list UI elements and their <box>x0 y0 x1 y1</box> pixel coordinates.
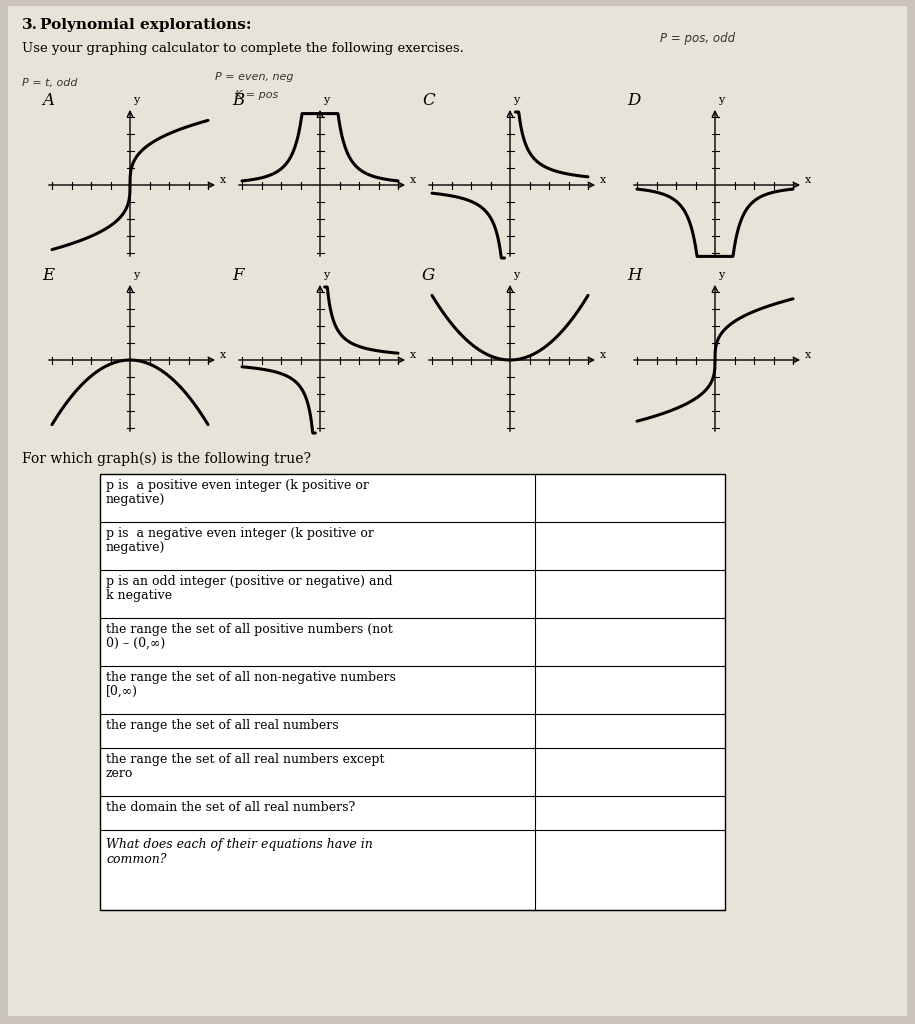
Text: For which graph(s) is the following true?: For which graph(s) is the following true… <box>22 452 311 466</box>
Text: x: x <box>220 350 226 360</box>
Text: What does each of their equations have in: What does each of their equations have i… <box>106 838 372 851</box>
Text: y: y <box>133 270 139 280</box>
Text: negative): negative) <box>106 493 166 506</box>
Text: E: E <box>42 267 54 284</box>
Bar <box>100 474 725 910</box>
Text: the range the set of all non-negative numbers: the range the set of all non-negative nu… <box>106 671 396 684</box>
Text: p is  a positive even integer (k positive or: p is a positive even integer (k positive… <box>106 479 369 492</box>
Text: Polynomial explorations:: Polynomial explorations: <box>40 18 252 32</box>
Text: x: x <box>600 350 607 360</box>
Text: x: x <box>220 175 226 185</box>
Text: p is an odd integer (positive or negative) and: p is an odd integer (positive or negativ… <box>106 575 393 588</box>
Text: P = t, odd: P = t, odd <box>22 78 78 88</box>
Text: y: y <box>513 270 519 280</box>
Text: y: y <box>513 95 519 105</box>
Text: H: H <box>627 267 641 284</box>
Text: p is  a negative even integer (k positive or: p is a negative even integer (k positive… <box>106 527 374 540</box>
Text: k negative: k negative <box>106 589 172 602</box>
Text: x: x <box>805 175 812 185</box>
Text: K = pos: K = pos <box>235 90 278 100</box>
Text: 3.: 3. <box>22 18 38 32</box>
Text: 0) – (0,∞): 0) – (0,∞) <box>106 637 166 650</box>
Text: P = even, neg: P = even, neg <box>215 72 294 82</box>
Text: y: y <box>718 95 725 105</box>
Text: x: x <box>410 175 416 185</box>
Text: [0,∞): [0,∞) <box>106 685 138 698</box>
Text: A: A <box>42 92 54 109</box>
Text: y: y <box>718 270 725 280</box>
Text: zero: zero <box>106 767 134 780</box>
Text: y: y <box>323 95 329 105</box>
Text: the range the set of all real numbers: the range the set of all real numbers <box>106 719 339 732</box>
Text: Use your graphing calculator to complete the following exercises.: Use your graphing calculator to complete… <box>22 42 464 55</box>
Text: D: D <box>627 92 640 109</box>
Text: y: y <box>323 270 329 280</box>
Text: negative): negative) <box>106 541 166 554</box>
Text: x: x <box>805 350 812 360</box>
Text: C: C <box>422 92 435 109</box>
Text: the domain the set of all real numbers?: the domain the set of all real numbers? <box>106 801 355 814</box>
Text: x: x <box>600 175 607 185</box>
Text: P = pos, odd: P = pos, odd <box>660 32 735 45</box>
Text: x: x <box>410 350 416 360</box>
Text: y: y <box>133 95 139 105</box>
Text: the range the set of all real numbers except: the range the set of all real numbers ex… <box>106 753 384 766</box>
Text: F: F <box>232 267 243 284</box>
Text: common?: common? <box>106 853 167 866</box>
Text: the range the set of all positive numbers (not: the range the set of all positive number… <box>106 623 393 636</box>
Text: B: B <box>232 92 244 109</box>
Text: G: G <box>422 267 436 284</box>
